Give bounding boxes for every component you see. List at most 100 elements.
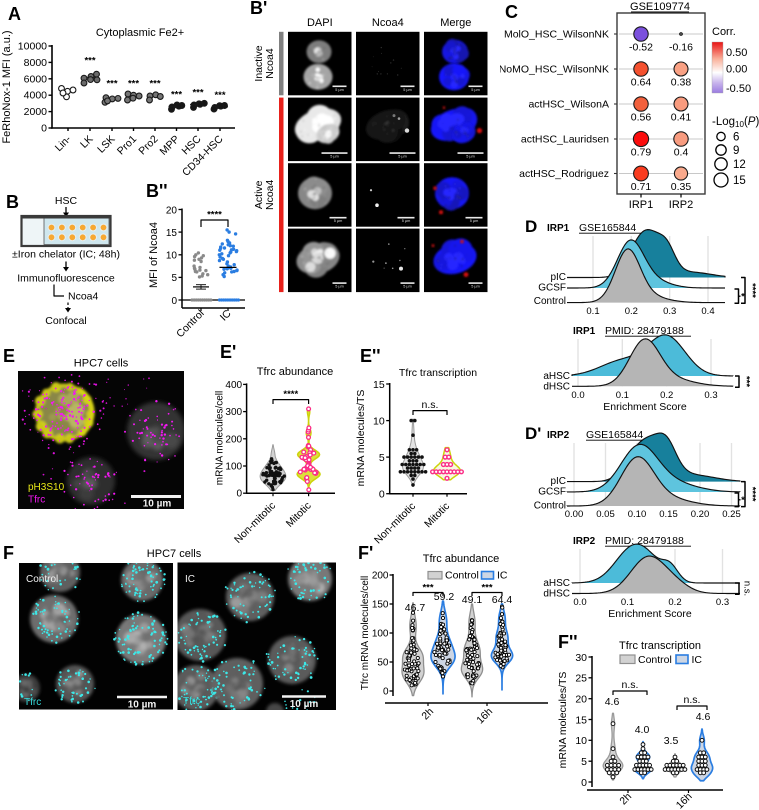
- svg-text:IC: IC: [497, 570, 508, 582]
- svg-text:mRNA molecules/TS: mRNA molecules/TS: [557, 672, 569, 769]
- svg-text:300: 300: [225, 407, 242, 418]
- svg-text:A: A: [8, 4, 21, 24]
- svg-text:Control: Control: [534, 296, 566, 307]
- svg-text:0.35: 0.35: [671, 181, 692, 193]
- svg-text:***: ***: [149, 79, 160, 90]
- svg-text:Confocal: Confocal: [45, 315, 86, 327]
- svg-text:IRP2: IRP2: [573, 536, 596, 547]
- svg-text:mRNA molecules/cell: mRNA molecules/cell: [215, 391, 226, 485]
- svg-text:****: ****: [283, 389, 298, 400]
- svg-text:Immunofluorescence: Immunofluorescence: [17, 273, 115, 285]
- svg-text:15: 15: [166, 228, 178, 239]
- svg-text:0.3: 0.3: [663, 306, 676, 317]
- svg-text:0.64: 0.64: [631, 77, 652, 89]
- svg-text:IC: IC: [692, 654, 703, 666]
- svg-text:***: ***: [192, 88, 203, 99]
- svg-text:HPC7 cells: HPC7 cells: [147, 548, 202, 560]
- svg-text:0.79: 0.79: [631, 147, 652, 159]
- svg-text:GCSF: GCSF: [538, 486, 566, 497]
- svg-text:Enrichment Score: Enrichment Score: [608, 608, 692, 620]
- svg-text:***: ***: [422, 583, 433, 594]
- svg-text:Non-mitotic: Non-mitotic: [372, 500, 418, 545]
- svg-text:n.s.: n.s.: [422, 399, 439, 411]
- svg-text:0.4: 0.4: [701, 306, 714, 317]
- svg-text:0: 0: [237, 489, 243, 500]
- svg-text:Cytoplasmic Fe2+: Cytoplasmic Fe2+: [96, 27, 184, 39]
- svg-text:59.2: 59.2: [434, 591, 455, 603]
- svg-text:5: 5: [171, 273, 177, 284]
- svg-text:E': E': [220, 342, 236, 362]
- svg-text:Control: Control: [445, 570, 479, 582]
- svg-text:PMID: 28479188: PMID: 28479188: [605, 535, 684, 547]
- svg-text:E'': E'': [360, 346, 381, 366]
- svg-text:****: ****: [207, 210, 222, 221]
- svg-text:Mitotic: Mitotic: [284, 500, 314, 530]
- svg-text:***: ***: [481, 583, 492, 594]
- svg-text:Lin-: Lin-: [53, 133, 74, 154]
- svg-text:F'': F'': [558, 632, 578, 652]
- svg-text:Tfrc: Tfrc: [183, 696, 200, 707]
- svg-text:HPC7 cells: HPC7 cells: [74, 358, 129, 370]
- svg-text:*: *: [741, 495, 745, 506]
- svg-text:Tfrc abundance: Tfrc abundance: [257, 366, 333, 378]
- svg-text:0.4: 0.4: [674, 147, 689, 159]
- svg-text:6: 6: [733, 132, 739, 144]
- svg-text:5 µm: 5 µm: [335, 88, 344, 92]
- svg-text:0.15: 0.15: [659, 509, 678, 520]
- svg-text:15: 15: [373, 379, 385, 391]
- svg-text:GSE165844: GSE165844: [579, 222, 636, 234]
- svg-text:D': D': [525, 424, 541, 443]
- svg-text:dHSC: dHSC: [543, 381, 570, 392]
- svg-text:Pro1: Pro1: [115, 133, 139, 157]
- svg-text:Active: Active: [253, 180, 265, 209]
- svg-text:Tfrc abundance: Tfrc abundance: [423, 553, 499, 565]
- svg-text:10: 10: [166, 251, 178, 262]
- svg-text:aHSC: aHSC: [543, 578, 570, 589]
- svg-text:Ncoa4: Ncoa4: [264, 48, 276, 79]
- svg-text:NoMO_HSC_WilsonNK: NoMO_HSC_WilsonNK: [500, 64, 609, 76]
- svg-text:actHSC_Rodriguez: actHSC_Rodriguez: [519, 168, 609, 180]
- svg-text:4.0: 4.0: [635, 724, 650, 736]
- svg-text:IC: IC: [185, 574, 195, 585]
- svg-text:Tfrc transcription: Tfrc transcription: [619, 640, 701, 652]
- svg-text:5 µm: 5 µm: [334, 219, 343, 223]
- svg-text:-0.52: -0.52: [629, 42, 653, 54]
- svg-text:0.00: 0.00: [565, 509, 584, 520]
- svg-text:10 µm: 10 µm: [128, 700, 157, 711]
- svg-text:***: ***: [171, 90, 182, 101]
- svg-text:B: B: [6, 192, 19, 212]
- svg-text:10 µm: 10 µm: [290, 699, 319, 710]
- svg-text:0.25: 0.25: [722, 509, 741, 520]
- svg-text:46.7: 46.7: [405, 602, 426, 614]
- svg-text:400: 400: [225, 380, 242, 391]
- svg-text:Tfrc: Tfrc: [24, 697, 41, 708]
- svg-text:dHSC: dHSC: [543, 588, 570, 599]
- svg-text:Pro2: Pro2: [136, 133, 160, 157]
- svg-text:10000: 10000: [18, 41, 47, 53]
- svg-text:5 µm: 5 µm: [330, 155, 339, 159]
- svg-text:Non-mitotic: Non-mitotic: [232, 500, 278, 545]
- svg-text:2000: 2000: [24, 106, 48, 118]
- svg-text:actHSC_WilsonA: actHSC_WilsonA: [528, 99, 609, 111]
- svg-text:*: *: [741, 292, 745, 303]
- svg-text:DAPI: DAPI: [307, 17, 333, 29]
- svg-text:5 µm: 5 µm: [398, 155, 407, 159]
- svg-text:F': F': [358, 543, 373, 563]
- svg-text:Ncoa4: Ncoa4: [264, 179, 276, 210]
- svg-text:Control: Control: [534, 500, 566, 511]
- svg-text:10 µm: 10 µm: [143, 499, 172, 510]
- svg-text:150: 150: [372, 600, 389, 611]
- svg-text:50: 50: [377, 658, 389, 669]
- svg-text:5 µm: 5 µm: [470, 219, 479, 223]
- svg-text:pIC: pIC: [550, 272, 566, 283]
- svg-text:Inactive: Inactive: [253, 45, 265, 81]
- svg-text:IRP1: IRP1: [629, 199, 653, 211]
- svg-text:n.s.: n.s.: [742, 581, 753, 596]
- svg-text:5: 5: [379, 452, 385, 464]
- svg-text:pIC: pIC: [550, 476, 566, 487]
- svg-text:***: ***: [106, 79, 117, 90]
- svg-text:9: 9: [733, 145, 739, 157]
- svg-text:100: 100: [225, 462, 242, 473]
- svg-text:12: 12: [733, 159, 746, 171]
- svg-text:****: ****: [747, 487, 758, 502]
